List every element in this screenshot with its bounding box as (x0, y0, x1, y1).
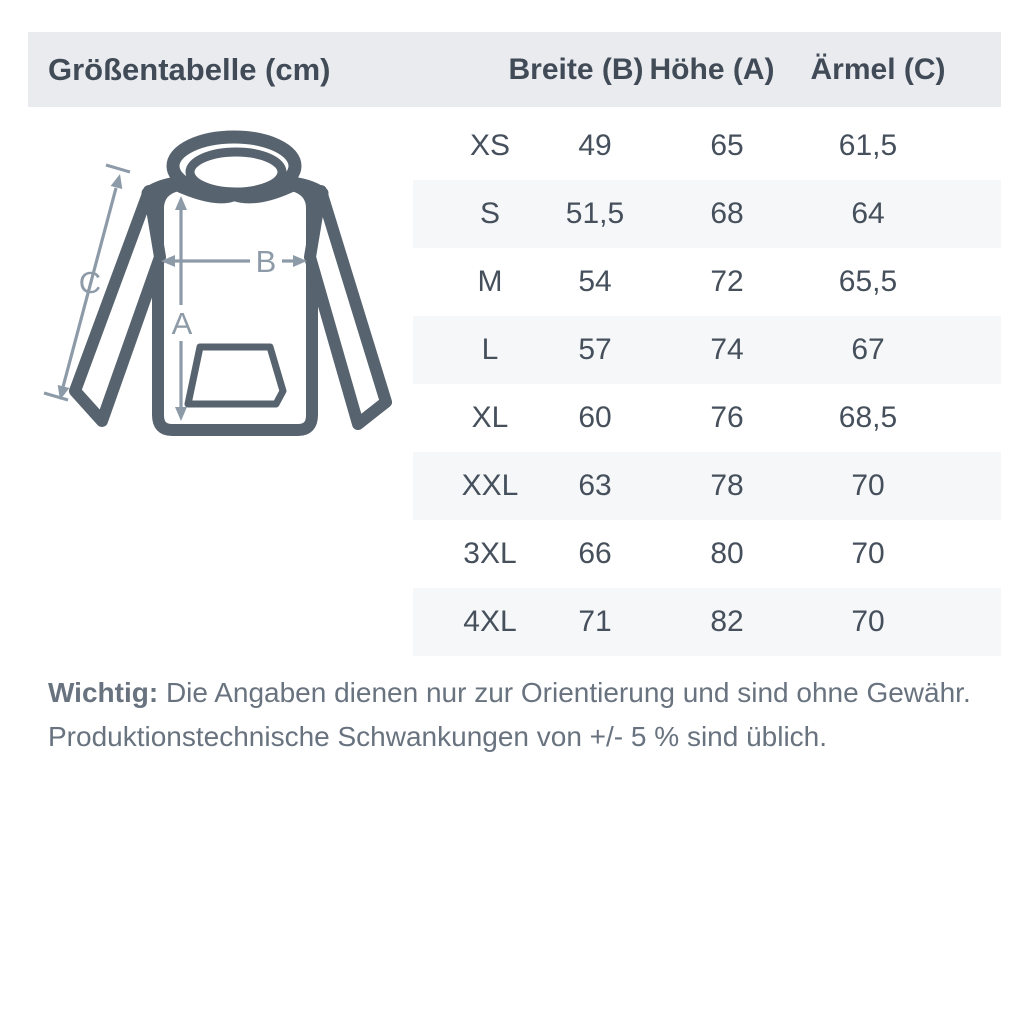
value-cell: 49 (578, 129, 612, 162)
size-cell: XS (469, 129, 511, 162)
value-cell: 54 (578, 265, 612, 298)
value-cell: 63 (578, 469, 612, 502)
column-header-breite: Breite (B) (508, 53, 644, 86)
footer-line-1-text: Die Angaben dienen nur zur Orientierung … (165, 677, 971, 708)
value-cell: 65 (710, 129, 744, 162)
value-cell: 68,5 (838, 401, 898, 434)
hoodie-measurement-diagram: A B C (43, 130, 392, 436)
footer-line-1: Wichtig: Die Angaben dienen nur zur Orie… (48, 671, 988, 715)
table-row: XS 49 65 61,5 (413, 112, 1001, 180)
value-cell: 78 (710, 469, 744, 502)
extension-tick-c-top (105, 163, 131, 174)
column-header-aermel: Ärmel (C) (810, 53, 946, 86)
value-cell: 74 (710, 333, 744, 366)
table-row: XL 60 76 68,5 (413, 384, 1001, 452)
value-cell: 76 (710, 401, 744, 434)
dimension-label-c: C (79, 265, 101, 300)
important-label: Wichtig: (48, 677, 159, 708)
table-row: S 51,5 68 64 (413, 180, 1001, 248)
arrowhead-a-top-icon (175, 196, 187, 210)
value-cell: 68 (710, 197, 744, 230)
value-cell: 51,5 (565, 197, 625, 230)
label-b-backdrop (250, 243, 282, 279)
value-cell: 72 (710, 265, 744, 298)
value-cell: 65,5 (838, 265, 898, 298)
table-row: L 57 74 67 (413, 316, 1001, 384)
size-cell: S (479, 197, 501, 230)
table-header-band: Größentabelle (cm) Breite (B) Höhe (A) Ä… (28, 32, 1001, 107)
value-cell: 66 (578, 537, 612, 570)
footer-line-2: Produktionstechnische Schwankungen von +… (48, 721, 828, 752)
arrowhead-b-right-icon (293, 255, 307, 267)
table-row: 3XL 66 80 70 (413, 520, 1001, 588)
size-cell: M (477, 265, 503, 298)
column-header-hoehe: Höhe (A) (649, 53, 775, 86)
value-cell: 64 (851, 197, 885, 230)
hoodie-pocket (184, 343, 287, 408)
table-row: M 54 72 65,5 (413, 248, 1001, 316)
dimension-line-c (61, 187, 118, 388)
size-cell: L (481, 333, 499, 366)
table-row: XXL 63 78 70 (413, 452, 1001, 520)
size-cell: 3XL (463, 537, 517, 570)
arrowhead-a-bottom-icon (175, 407, 187, 421)
value-cell: 71 (578, 605, 612, 638)
size-cell: XXL (461, 469, 519, 502)
value-cell: 70 (851, 605, 885, 638)
hoodie-right-sleeve (304, 185, 392, 430)
arrowhead-c-bottom-icon (57, 385, 70, 400)
label-a-backdrop (167, 305, 197, 341)
value-cell: 80 (710, 537, 744, 570)
hoodie-left-sleeve (69, 185, 166, 427)
arrowhead-b-left-icon (161, 255, 175, 267)
dimension-label-b: B (256, 244, 277, 279)
size-cell: 4XL (463, 605, 517, 638)
table-row: 4XL 71 82 70 (413, 588, 1001, 656)
page-title: Größentabelle (cm) (48, 52, 331, 87)
size-table: XS 49 65 61,5 S 51,5 68 64 M 54 72 65,5 L 57 74 67 XL 60 7… (413, 112, 1001, 656)
footer-note: Wichtig: Die Angaben dienen nur zur Orie… (48, 671, 988, 759)
hood-inner-ring (185, 147, 287, 197)
extension-tick-c-bottom (43, 391, 69, 402)
value-cell: 70 (851, 469, 885, 502)
value-cell: 70 (851, 537, 885, 570)
value-cell: 67 (851, 333, 885, 366)
value-cell: 60 (578, 401, 612, 434)
value-cell: 82 (710, 605, 744, 638)
value-cell: 57 (578, 333, 612, 366)
value-cell: 61,5 (838, 129, 898, 162)
arrowhead-c-top-icon (110, 174, 123, 189)
size-cell: XL (471, 401, 509, 434)
dimension-label-a: A (172, 306, 193, 341)
